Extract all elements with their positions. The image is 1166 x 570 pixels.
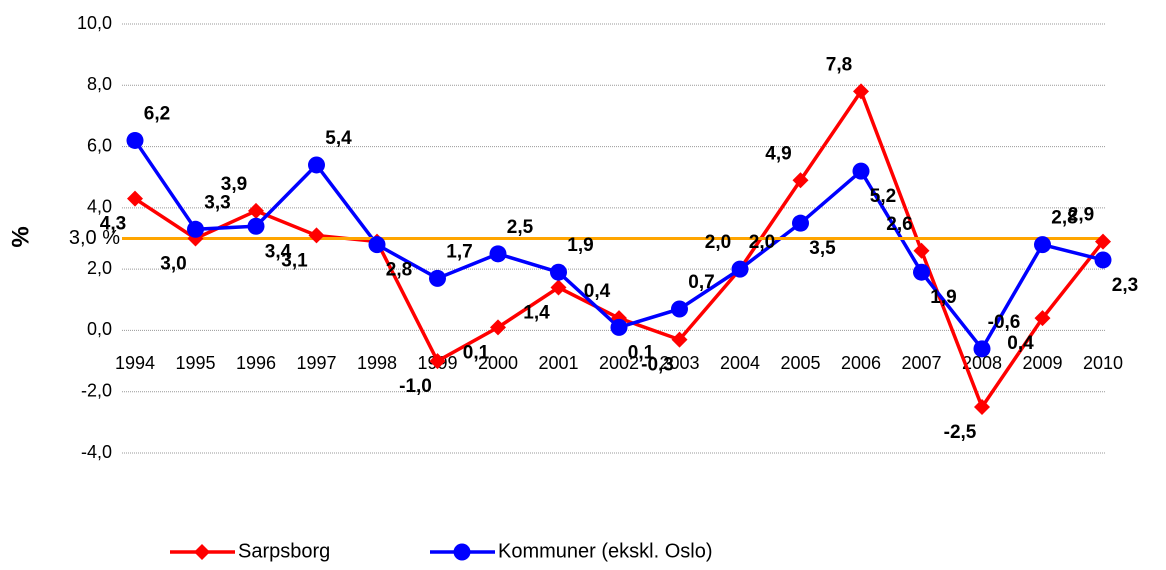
y-tick-label: -2,0 bbox=[81, 380, 112, 400]
y-tick-label: -4,0 bbox=[81, 442, 112, 462]
data-label: 2,8 bbox=[386, 260, 412, 281]
x-tick-label: 1998 bbox=[357, 353, 397, 373]
marker bbox=[187, 220, 204, 238]
data-label: 1,4 bbox=[523, 303, 550, 324]
marker bbox=[792, 214, 809, 232]
data-label: 4,9 bbox=[765, 143, 791, 164]
x-tick-label: 2000 bbox=[478, 353, 518, 373]
marker bbox=[126, 131, 144, 149]
x-tick-label: 1996 bbox=[236, 353, 276, 373]
data-label: 2,8 bbox=[1051, 208, 1077, 229]
x-tick-label: 2003 bbox=[659, 353, 699, 373]
data-label: 2,0 bbox=[749, 232, 775, 253]
marker bbox=[1095, 233, 1111, 250]
data-label: -2,5 bbox=[944, 422, 977, 443]
data-label: 1,9 bbox=[930, 287, 956, 308]
marker bbox=[731, 260, 749, 278]
data-label: 2,5 bbox=[507, 217, 534, 238]
data-label: 1,9 bbox=[567, 235, 593, 256]
y-tick-label: 2,0 bbox=[87, 258, 112, 278]
marker bbox=[792, 172, 809, 189]
marker bbox=[247, 217, 265, 235]
data-label: 6,2 bbox=[144, 103, 170, 124]
x-tick-label: 1994 bbox=[115, 353, 155, 373]
data-label: 5,4 bbox=[325, 128, 352, 149]
data-label: -1,0 bbox=[399, 376, 432, 397]
data-label: 0,7 bbox=[688, 272, 714, 293]
data-label: 2,0 bbox=[705, 232, 731, 253]
marker bbox=[853, 83, 869, 100]
marker bbox=[308, 156, 325, 174]
y-tick-label: 6,0 bbox=[87, 135, 112, 155]
x-tick-label: 2007 bbox=[901, 353, 941, 373]
data-label: 2,9 bbox=[1068, 205, 1094, 226]
marker bbox=[610, 318, 628, 336]
data-label: 2,3 bbox=[1112, 275, 1138, 296]
marker bbox=[429, 353, 446, 370]
x-tick-label: 2005 bbox=[780, 353, 820, 373]
y-tick-label: 0,0 bbox=[87, 319, 112, 339]
marker bbox=[550, 263, 567, 281]
marker bbox=[671, 331, 688, 348]
data-label: 7,8 bbox=[826, 54, 852, 75]
legend-marker bbox=[194, 544, 210, 560]
x-tick-label: 2004 bbox=[720, 353, 760, 373]
y-tick-label: 10,0 bbox=[77, 13, 112, 33]
marker bbox=[127, 190, 143, 207]
marker bbox=[550, 279, 567, 296]
data-label: -0,6 bbox=[988, 312, 1021, 333]
data-label: 4,3 bbox=[100, 214, 126, 235]
y-axis-label: % bbox=[7, 226, 34, 247]
x-tick-label: 2010 bbox=[1083, 353, 1123, 373]
data-label: 3,0 bbox=[160, 254, 186, 275]
data-label: 3,4 bbox=[265, 241, 292, 262]
marker bbox=[852, 162, 870, 180]
x-tick-label: 1995 bbox=[175, 353, 215, 373]
marker bbox=[973, 340, 991, 358]
marker bbox=[368, 236, 386, 254]
reference-label: 3,0 % bbox=[69, 227, 120, 249]
marker bbox=[1094, 251, 1112, 269]
marker bbox=[248, 202, 264, 219]
x-tick-label: 2002 bbox=[599, 353, 639, 373]
data-label: 3,3 bbox=[204, 192, 230, 213]
data-label: 3,5 bbox=[809, 238, 836, 259]
data-label: -0,3 bbox=[641, 355, 674, 376]
marker bbox=[1034, 310, 1051, 327]
marker bbox=[671, 300, 688, 318]
x-tick-label: 2009 bbox=[1022, 353, 1062, 373]
marker bbox=[913, 263, 930, 281]
data-label: 2,6 bbox=[886, 214, 912, 235]
x-tick-label: 2001 bbox=[538, 353, 578, 373]
y-tick-label: 8,0 bbox=[87, 74, 112, 94]
data-label: 0,1 bbox=[463, 342, 490, 363]
data-label: 0,1 bbox=[628, 342, 655, 363]
marker bbox=[308, 227, 325, 244]
data-label: 3,9 bbox=[221, 174, 247, 195]
x-tick-label: 1997 bbox=[296, 353, 336, 373]
data-label: 3,1 bbox=[281, 250, 308, 271]
marker bbox=[490, 319, 506, 336]
marker bbox=[913, 242, 930, 259]
data-label: 5,2 bbox=[870, 186, 896, 207]
data-label: 0,4 bbox=[584, 281, 611, 302]
legend-marker bbox=[453, 543, 471, 561]
x-tick-label: 2008 bbox=[962, 353, 1002, 373]
y-tick-label: 4,0 bbox=[87, 197, 112, 217]
data-label: 1,7 bbox=[446, 241, 472, 262]
marker bbox=[489, 245, 507, 263]
marker bbox=[974, 399, 990, 416]
legend-label: Sarpsborg bbox=[238, 540, 330, 562]
legend-label: Kommuner (ekskl. Oslo) bbox=[498, 540, 713, 562]
marker bbox=[1034, 236, 1051, 254]
data-label: 0,4 bbox=[1007, 333, 1034, 354]
marker bbox=[429, 269, 446, 287]
x-tick-label: 2006 bbox=[841, 353, 881, 373]
